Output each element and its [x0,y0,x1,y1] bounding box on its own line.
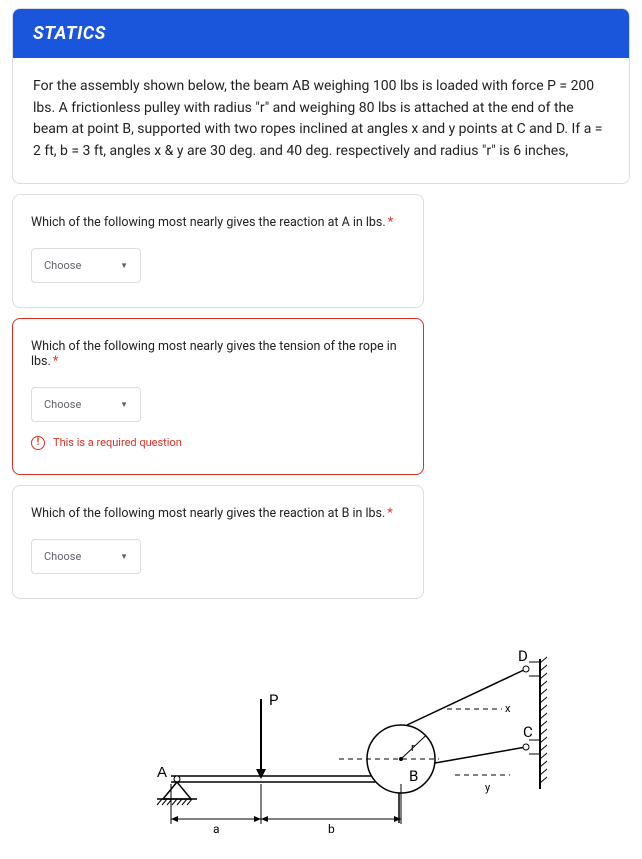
svg-text:P: P [269,691,278,709]
answer-dropdown-2[interactable]: Choose ▼ [31,387,141,422]
svg-text:r: r [411,741,415,754]
header-card: STATICS For the assembly shown below, th… [12,8,630,184]
svg-text:C: C [523,723,533,741]
svg-text:y: y [485,781,491,794]
chevron-down-icon: ▼ [120,261,128,270]
dropdown-label: Choose [44,259,81,272]
chevron-down-icon: ▼ [120,400,128,409]
svg-text:D: D [518,647,528,665]
question-card-3: Which of the following most nearly gives… [12,485,424,599]
question-text: Which of the following most nearly gives… [31,506,405,521]
dropdown-label: Choose [44,550,81,563]
required-star: * [53,354,58,369]
answer-dropdown-3[interactable]: Choose ▼ [31,539,141,574]
diagram-container: A PrB DxCy a b [0,639,642,859]
chevron-down-icon: ▼ [120,552,128,561]
error-icon: ! [31,436,45,450]
question-1-label: Which of the following most nearly gives… [31,215,386,230]
problem-description: For the assembly shown below, the beam A… [13,58,629,183]
question-text: Which of the following most nearly gives… [31,215,405,230]
error-text: This is a required question [53,436,182,449]
question-card-2: Which of the following most nearly gives… [12,318,424,475]
page-title: STATICS [13,9,629,58]
required-star: * [387,506,392,521]
question-text: Which of the following most nearly gives… [31,339,405,369]
answer-dropdown-1[interactable]: Choose ▼ [31,248,141,283]
error-message: ! This is a required question [31,436,405,450]
svg-text:b: b [328,822,335,836]
statics-diagram: A PrB DxCy a b [81,639,561,859]
svg-text:A: A [157,764,167,781]
svg-text:x: x [505,702,511,715]
svg-text:B: B [409,767,418,785]
question-card-1: Which of the following most nearly gives… [12,194,424,308]
question-3-label: Which of the following most nearly gives… [31,506,385,521]
question-2-label: Which of the following most nearly gives… [31,339,397,369]
dropdown-label: Choose [44,398,81,411]
required-star: * [388,215,393,230]
svg-text:a: a [213,822,220,836]
